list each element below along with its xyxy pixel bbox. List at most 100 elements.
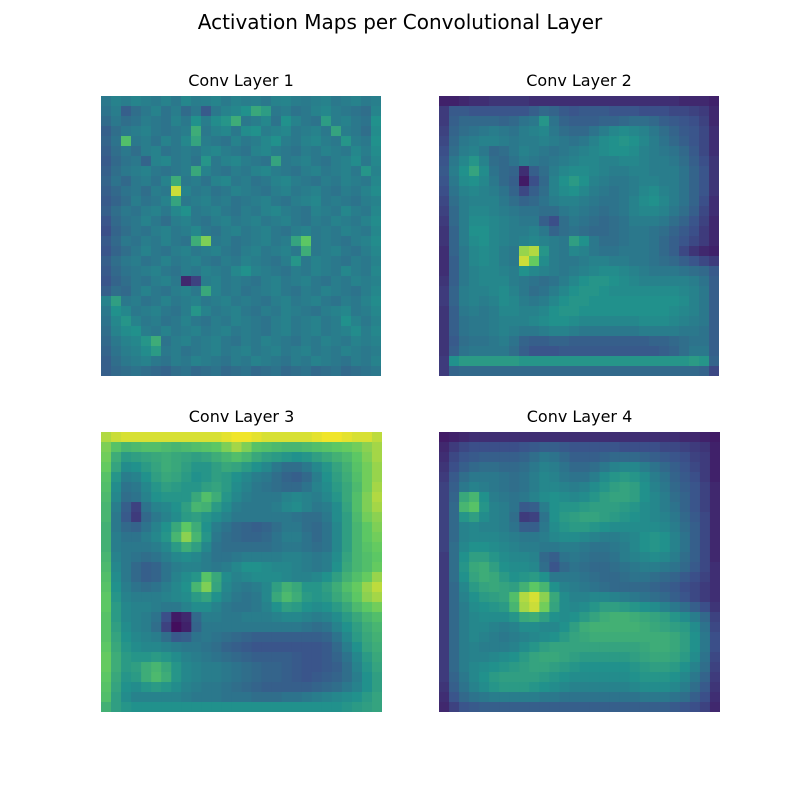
heatmap-cell (439, 672, 450, 683)
heatmap-cell (519, 206, 530, 217)
heatmap-cell (449, 136, 460, 147)
heatmap-cell (489, 702, 500, 712)
heatmap-cell (649, 542, 661, 553)
heatmap-cell (579, 176, 590, 187)
heatmap-cell (549, 532, 560, 543)
heatmap-cell (599, 106, 610, 117)
heatmap-cell (519, 662, 530, 673)
heatmap-cell (699, 562, 711, 573)
heatmap-cell (659, 276, 670, 287)
heatmap-cell (351, 316, 362, 327)
heatmap-cell (469, 346, 480, 357)
heatmap-cell (321, 572, 333, 583)
heatmap-cell (271, 146, 282, 157)
heatmap-cell (519, 682, 530, 693)
heatmap-cell (121, 326, 132, 337)
heatmap-cell (191, 306, 202, 317)
heatmap-cell (699, 316, 710, 327)
heatmap-cell (221, 572, 232, 583)
heatmap-cell (699, 226, 710, 237)
heatmap-cell (599, 452, 611, 463)
heatmap-cell (181, 206, 192, 217)
heatmap-cell (659, 522, 671, 533)
heatmap-cell (281, 502, 293, 513)
heatmap-cell (709, 286, 719, 297)
heatmap-cell (371, 116, 381, 127)
heatmap-cell (191, 592, 202, 603)
heatmap-cell (181, 166, 192, 177)
heatmap-cell (579, 662, 591, 673)
heatmap-cell (191, 196, 202, 207)
heatmap-cell (489, 582, 500, 593)
heatmap-cell (181, 472, 192, 483)
heatmap-cell (609, 462, 621, 473)
heatmap-cell (549, 156, 560, 167)
heatmap-cell (251, 462, 263, 473)
heatmap-cell (141, 136, 152, 147)
heatmap-cell (539, 176, 550, 187)
heatmap-cell (669, 622, 681, 633)
heatmap-cell (469, 366, 480, 376)
heatmap-cell (619, 612, 631, 623)
heatmap-cell (101, 592, 112, 603)
heatmap-cell (469, 532, 480, 543)
heatmap-cell (609, 582, 621, 593)
heatmap-cell (519, 602, 530, 613)
heatmap-cell (261, 502, 273, 513)
heatmap-cell (589, 632, 601, 643)
heatmap-cell (251, 582, 263, 593)
heatmap-cell (241, 442, 253, 453)
heatmap-cell (679, 286, 690, 297)
heatmap-cell (281, 156, 292, 167)
heatmap-cell (579, 166, 590, 177)
heatmap-cell (679, 462, 691, 473)
heatmap-cell (341, 146, 352, 157)
heatmap-cell (589, 462, 601, 473)
heatmap-cell (469, 256, 480, 267)
heatmap-cell (539, 632, 550, 643)
heatmap-cell (649, 662, 661, 673)
heatmap-cell (509, 542, 520, 553)
heatmap-cell (649, 602, 661, 613)
heatmap-cell (281, 702, 293, 712)
heatmap-cell (141, 622, 152, 633)
heatmap-cell (569, 336, 580, 347)
heatmap-cell (371, 672, 382, 683)
heatmap-cell (121, 482, 132, 493)
heatmap-cell (201, 592, 212, 603)
heatmap-cell (569, 146, 580, 157)
heatmap-cell (281, 306, 292, 317)
heatmap-cell (271, 502, 283, 513)
heatmap-cell (291, 432, 303, 443)
heatmap-cell (559, 592, 570, 603)
heatmap-cell (669, 176, 680, 187)
heatmap-cell (131, 652, 142, 663)
heatmap-cell (659, 582, 671, 593)
heatmap-cell (599, 562, 611, 573)
heatmap-cell (201, 216, 212, 227)
heatmap-cell (181, 216, 192, 227)
heatmap-cell (271, 442, 283, 453)
heatmap-cell (609, 632, 621, 643)
heatmap-cell (499, 276, 510, 287)
heatmap-cell (231, 572, 242, 583)
heatmap-cell (619, 662, 631, 673)
heatmap-cell (131, 316, 142, 327)
heatmap-cell (699, 326, 710, 337)
heatmap-cell (579, 542, 591, 553)
heatmap-cell (211, 572, 222, 583)
heatmap-cell (291, 462, 303, 473)
heatmap-cell (281, 432, 293, 443)
heatmap-cell (251, 296, 262, 307)
heatmap-cell (619, 562, 631, 573)
heatmap-cell (231, 582, 242, 593)
heatmap-cell (151, 296, 162, 307)
heatmap-cell (361, 592, 373, 603)
heatmap-cell (341, 502, 353, 513)
heatmap-cell (669, 166, 680, 177)
heatmap-cell (371, 582, 382, 593)
heatmap-cell (689, 276, 700, 287)
heatmap-cell (659, 246, 670, 257)
heatmap-cell (361, 226, 372, 237)
heatmap-cell (131, 266, 142, 277)
